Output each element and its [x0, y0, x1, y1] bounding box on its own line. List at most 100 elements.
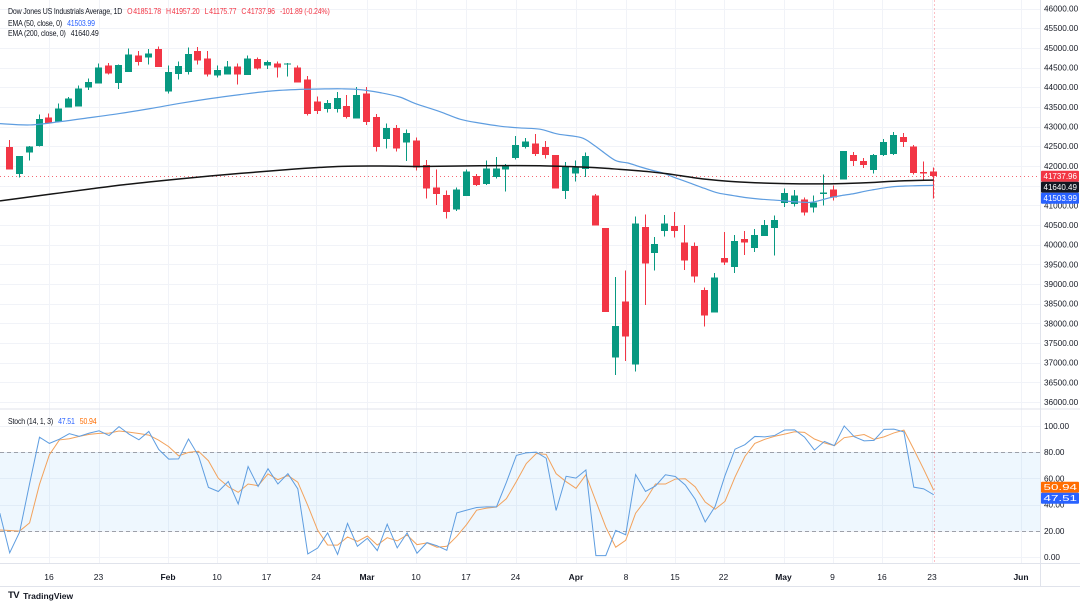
candle-body — [343, 106, 350, 118]
candle-body — [125, 54, 132, 72]
candle-body — [165, 71, 172, 92]
price-axis-label: 37500.00 — [1044, 339, 1079, 348]
stoch-badge-d — [1041, 481, 1079, 493]
candle-body — [920, 171, 927, 174]
candle-body — [512, 144, 519, 159]
candle-body — [254, 59, 261, 69]
price-badge-1-text: 41640.49 — [1044, 183, 1078, 192]
ohlc-close: C41737.96 — [241, 6, 275, 16]
candle-body — [602, 227, 609, 313]
price-axis-label: 42500.00 — [1044, 142, 1079, 151]
time-axis-label: 10 — [212, 572, 222, 582]
stoch-axis-label: 100.00 — [1044, 422, 1069, 431]
stoch-axis-label: 20.00 — [1044, 527, 1065, 536]
time-axis-label: May — [775, 572, 792, 582]
price-badge-0 — [1041, 170, 1079, 182]
price-axis-label: 44000.00 — [1044, 83, 1079, 92]
ema200-value: 41640.49 — [70, 28, 99, 38]
candle-body — [771, 220, 778, 229]
candle-body — [115, 65, 122, 83]
ema50-legend[interactable]: EMA (50, close, 0) 41503.99 — [8, 18, 95, 28]
time-axis-label: Apr — [569, 572, 584, 582]
tradingview-logo[interactable]: TV TradingView — [8, 590, 73, 601]
price-axis-label: 39500.00 — [1044, 260, 1079, 269]
candle-body — [840, 150, 847, 180]
candle-body — [423, 164, 430, 189]
price-badge-0-text: 41737.96 — [1044, 172, 1078, 181]
candle-body — [473, 176, 480, 186]
price-axis-label: 36000.00 — [1044, 398, 1079, 407]
stoch-band — [0, 452, 1040, 531]
candle-body — [711, 277, 718, 313]
stoch-legend[interactable]: Stoch (14, 1, 3) 47.51 50.94 — [8, 416, 97, 426]
candle-body — [691, 245, 698, 277]
candle-body — [642, 226, 649, 264]
price-axis-label: 43500.00 — [1044, 103, 1079, 112]
time-axis-label: Jun — [1013, 572, 1028, 582]
price-axis-label: 40500.00 — [1044, 221, 1079, 230]
candle-body — [383, 128, 390, 140]
price-axis-label: 38000.00 — [1044, 319, 1079, 328]
candle-body — [681, 242, 688, 261]
candle-body — [85, 81, 92, 88]
ema50-value: 41503.99 — [67, 17, 95, 28]
candle-body — [661, 223, 668, 232]
candle-body — [820, 192, 827, 194]
candle-body — [363, 93, 370, 122]
ema200-legend[interactable]: EMA (200, close, 0) 41640.49 — [8, 28, 99, 38]
candle-body — [214, 70, 221, 76]
candle-body — [95, 67, 102, 84]
candle-body — [314, 101, 321, 111]
candle-body — [622, 301, 629, 337]
candle-body — [562, 166, 569, 191]
candle-body — [751, 234, 758, 248]
candle-body — [26, 146, 33, 153]
candle-body — [244, 58, 251, 76]
price-axis-label: 39000.00 — [1044, 280, 1079, 289]
candle-body — [234, 66, 241, 75]
ohlc-open: O41851.78 — [127, 6, 161, 16]
candle-body — [870, 154, 877, 170]
candle-body — [522, 141, 529, 148]
stoch-axis-label: 80.00 — [1044, 448, 1065, 457]
stoch-label: Stoch (14, 1, 3) — [8, 416, 54, 426]
candle-body — [542, 146, 549, 155]
time-axis-label: 24 — [511, 572, 521, 582]
candle-body — [75, 88, 82, 107]
candle-body — [413, 140, 420, 168]
time-axis-label: 23 — [94, 572, 104, 582]
candle-body — [612, 326, 619, 358]
time-axis-label: 16 — [44, 572, 54, 582]
ohlc-low: L41175.77 — [204, 6, 237, 16]
candle-body — [671, 225, 678, 232]
symbol-legend[interactable]: Dow Jones US Industrials Average, 1D O41… — [8, 6, 330, 16]
stoch-k-line — [0, 425, 934, 557]
candle-body — [453, 189, 460, 210]
candle-body — [224, 66, 231, 75]
change-value: -101.89 (-0.24%) — [279, 6, 330, 16]
candle-body — [403, 132, 410, 143]
price-axis-label: 42000.00 — [1044, 162, 1079, 171]
candle-body — [6, 146, 13, 170]
stoch-badge-k — [1041, 492, 1079, 504]
candle-body — [830, 189, 837, 198]
time-axis-label: 16 — [877, 572, 887, 582]
price-axis-label: 45500.00 — [1044, 24, 1079, 33]
candle-body — [334, 98, 341, 110]
price-badge-1 — [1041, 181, 1079, 193]
price-axis-label: 37000.00 — [1044, 359, 1079, 368]
candle-body — [791, 195, 798, 205]
candle-body — [65, 98, 72, 108]
candle-body — [532, 143, 539, 154]
symbol-title: Dow Jones US Industrials Average, 1D — [8, 6, 123, 16]
candle-body — [552, 154, 559, 189]
stoch-badge-k-text: 47.51 — [1044, 494, 1078, 503]
candle-body — [284, 63, 291, 65]
candle-body — [185, 53, 192, 72]
price-axis-label: 45000.00 — [1044, 44, 1079, 53]
ema50-line — [0, 88, 934, 204]
candle-body — [502, 166, 509, 170]
